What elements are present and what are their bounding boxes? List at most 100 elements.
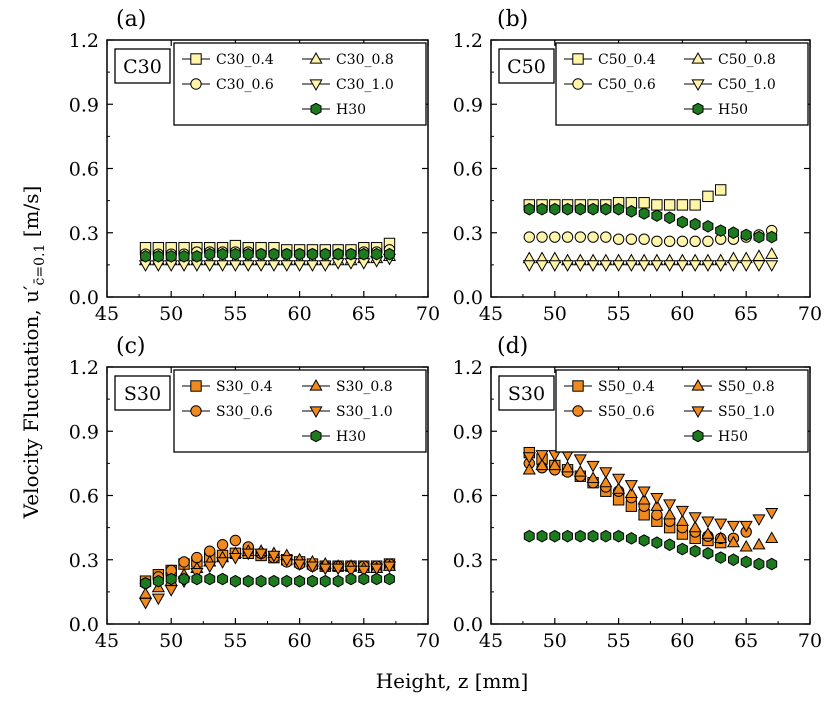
data-point [536,202,548,216]
panel-name-frame [498,48,555,84]
data-point [382,561,397,574]
y-tick-label: 0.3 [69,550,99,572]
panel-letter: (d) [497,334,528,359]
data-point [587,231,599,243]
panel-name-box: C50 [498,48,555,84]
data-point [637,260,651,272]
data-point [204,247,216,261]
data-point [651,509,663,521]
data-point [612,233,625,245]
series-C30_0.8 [138,249,397,266]
data-point [638,207,650,220]
data-point [318,260,332,272]
legend-label: C50_0.8 [718,52,776,68]
legend: C50_0.4 C50_0.6 C50_0.8 C50_1.0 H50 [555,42,809,126]
data-point [203,561,217,574]
data-point [650,499,664,511]
y-tick-label: 0.6 [69,486,99,508]
data-point [676,215,688,229]
data-point [663,260,677,272]
x-tick-label: 60 [288,303,312,325]
data-point [228,260,242,272]
data-point [740,555,752,569]
data-point [280,260,294,272]
data-point [178,556,190,568]
data-point [638,233,650,245]
data-point [702,220,714,233]
data-point [688,260,702,272]
series-C50_0.6 [523,224,778,248]
data-point [676,542,688,556]
legend-label: S30_0.6 [216,404,273,420]
data-point [138,597,153,610]
y-tick-label: 0.9 [453,421,483,443]
data-point [560,460,575,473]
data-point [151,593,165,606]
data-point [268,247,280,261]
data-point [549,231,561,243]
x-tick-label: 45 [95,630,119,652]
data-point [624,480,638,492]
series-C30_0.4 [139,237,396,256]
y-tick-label: 0.3 [69,223,99,245]
data-point [702,190,714,203]
legend-label: C50_1.0 [718,77,776,93]
data-point [548,450,562,462]
data-point [280,555,294,567]
legend-label: C50_0.6 [598,77,656,93]
data-point [140,250,151,263]
data-point [676,235,689,248]
data-point [574,231,587,243]
data-point [625,233,638,245]
data-point [165,250,177,263]
data-point [535,260,549,272]
data-point [612,473,626,486]
series-C50_0.8 [522,247,779,266]
data-point [625,205,637,218]
data-point [319,247,331,261]
legend-label: C50_0.4 [598,52,656,68]
data-point [676,199,689,211]
legend-label: C30_1.0 [336,77,394,93]
legend-frame [555,42,809,126]
panel-name-box: C30 [114,48,171,84]
data-point [523,529,535,543]
data-point [586,471,600,484]
series-H50 [523,529,778,571]
y-tick-label: 0.9 [69,94,99,116]
data-point [229,574,241,588]
data-point [140,577,151,590]
data-point [267,260,281,272]
data-point [549,529,561,543]
data-point [242,247,254,261]
panel-letter: (a) [116,7,146,32]
data-point [562,529,573,543]
legend-marker [309,406,323,418]
data-point [332,247,344,261]
data-point [613,529,625,543]
data-point [715,551,727,564]
data-point [307,574,318,588]
panel-name-label: S30 [508,383,545,405]
data-point [714,531,728,543]
y-tick-label: 0.3 [453,550,483,572]
data-point [765,260,779,272]
y-tick-label: 1.2 [453,30,483,52]
data-point [371,247,383,261]
data-point [765,247,779,259]
data-point [357,565,371,578]
x-tick-label: 65 [352,630,376,652]
series-C50_1.0 [522,260,779,272]
data-point [637,492,651,505]
panel-name-frame [114,48,171,84]
x-tick-label: 55 [607,630,631,652]
data-point [345,247,357,261]
data-point [345,572,357,586]
data-point [203,260,217,272]
chart-panel-4: 45 50 55 60 65 70 0.0 0.3 0.6 0.9 1.2 (d) S30 S50_0.4… [453,334,822,652]
y-tick-label: 0.0 [453,614,483,636]
series-C30_1.0 [138,253,397,272]
chart-panel-2: 45 50 55 60 65 70 0.0 0.3 0.6 0.9 1.2 (b) C50 C50_0.4… [453,7,822,325]
data-point [536,529,548,543]
